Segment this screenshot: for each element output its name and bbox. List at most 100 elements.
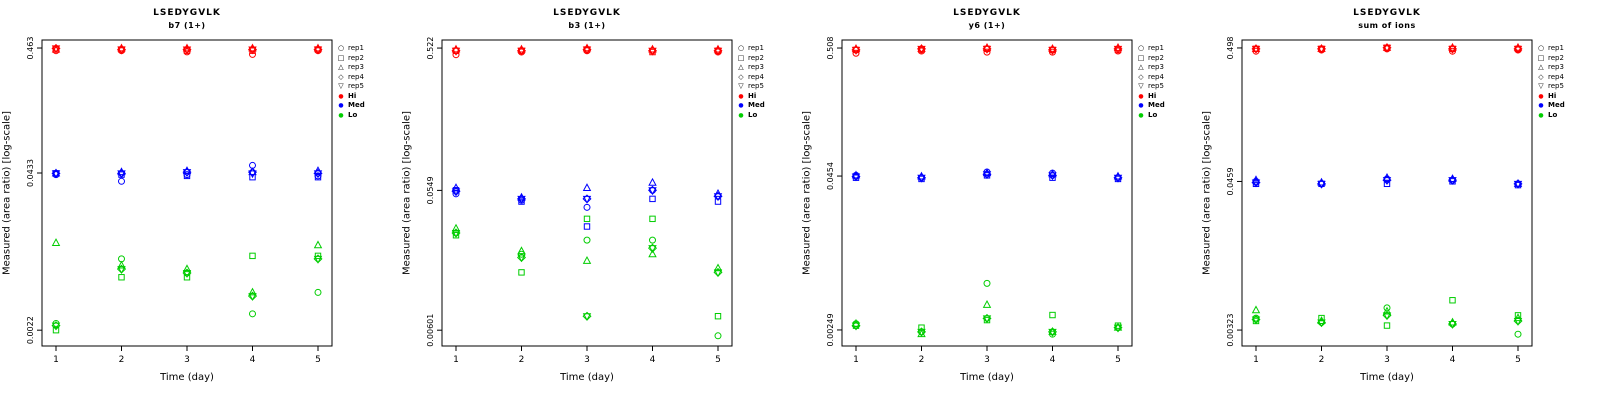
plot-box	[441, 39, 733, 347]
legend-label: rep1	[1548, 44, 1564, 52]
legend-item-med: ● Med	[736, 101, 798, 111]
legend-label: Lo	[1148, 110, 1158, 119]
x-tick-label: 4	[250, 355, 256, 365]
x-tick-label: 5	[715, 355, 721, 365]
chart-panel-sum: 0.498 0.0459 0.00323 1 2 3 4 5 LSEDYGVLK sum of…	[1200, 0, 1600, 400]
data-point	[713, 263, 723, 272]
data-point	[51, 168, 61, 177]
legend-item-rep5: ▽ rep5	[1536, 82, 1598, 92]
data-point	[183, 274, 191, 281]
data-point	[582, 46, 592, 55]
data-point	[713, 47, 723, 56]
x-axis-label: Time (day)	[160, 372, 214, 383]
chart-panel-b7: 0.463 0.0433 0.0022 1 2 3 4 5 LSEDYGVLK b7 (1+)…	[0, 0, 400, 400]
legend-label: Med	[748, 101, 765, 109]
data-point	[582, 183, 592, 192]
data-point	[1049, 174, 1056, 181]
legend-item-rep5: ▽ rep5	[336, 82, 398, 92]
dot-icon: ●	[1538, 111, 1544, 119]
x-tick-label: 2	[519, 355, 525, 365]
data-point	[452, 232, 460, 239]
data-point	[313, 255, 323, 264]
data-point	[182, 169, 192, 178]
dot-icon: ●	[1138, 92, 1144, 100]
data-point	[714, 332, 722, 340]
legend-item-lo: ● Lo	[336, 111, 398, 121]
data-point	[649, 195, 656, 203]
triangle-down-icon: ▽	[738, 82, 744, 90]
data-point	[648, 245, 657, 254]
data-point	[314, 173, 322, 181]
y-tick-label: 0.0022	[26, 316, 35, 344]
legend-item-rep2: □ rep2	[336, 54, 398, 64]
data-point	[1113, 324, 1123, 333]
data-point	[583, 236, 591, 244]
y-axis-label: Measured (area ratio) [log-scale]	[1201, 111, 1213, 275]
legend-label: rep1	[748, 44, 764, 52]
y-tick-label: 0.522	[426, 37, 435, 60]
legend: ○ rep1 □ rep2 △ rep3 ◇ rep4 ▽ rep5 ● Hi ● Med ● Lo	[336, 44, 398, 120]
legend-label: rep5	[1548, 82, 1564, 90]
data-point	[248, 46, 257, 55]
legend-item-rep2: □ rep2	[1536, 54, 1598, 64]
dot-icon: ●	[1538, 92, 1544, 100]
data-point	[249, 50, 256, 58]
x-tick-label: 2	[919, 355, 925, 365]
data-point	[1382, 306, 1392, 315]
plot-area: 0.522 0.0549 0.00601 1 2 3 4 5	[426, 37, 733, 365]
triangle-down-icon: ▽	[338, 82, 344, 90]
data-point	[648, 249, 657, 258]
legend-label: rep3	[748, 63, 764, 71]
legend-item-hi: ● Hi	[1536, 92, 1598, 102]
data-point	[1113, 174, 1123, 183]
x-tick-label: 2	[1319, 355, 1325, 365]
data-point	[1317, 44, 1326, 52]
data-point	[51, 322, 61, 331]
data-point	[582, 256, 592, 264]
data-point	[51, 45, 61, 54]
y-tick-label: 0.0454	[826, 162, 835, 190]
diamond-icon: ◇	[338, 72, 344, 81]
legend-label: rep4	[748, 72, 764, 81]
data-point	[1383, 180, 1391, 188]
data-point	[182, 46, 192, 55]
data-point	[1514, 330, 1522, 338]
data-point	[714, 198, 722, 205]
circle-icon: ○	[337, 44, 345, 52]
legend-label: rep2	[1548, 53, 1564, 62]
legend-label: rep2	[1148, 53, 1164, 62]
data-point	[517, 254, 526, 263]
data-point	[1251, 305, 1261, 314]
x-axis-label: Time (day)	[1360, 372, 1414, 383]
y-axis-label: Measured (area ratio) [log-scale]	[401, 111, 413, 275]
x-tick-label: 3	[1384, 355, 1390, 365]
legend-label: rep4	[348, 72, 364, 81]
data-point	[118, 274, 125, 281]
data-point	[313, 166, 323, 174]
data-point	[248, 170, 257, 179]
data-point	[1513, 313, 1523, 322]
chart-subtitle: b7 (1+)	[168, 21, 206, 30]
legend-item-rep4: ◇ rep4	[336, 73, 398, 83]
y-tick-label: 0.508	[826, 37, 835, 60]
legend-item-rep1: ○ rep1	[336, 44, 398, 54]
data-point	[117, 170, 126, 179]
data-point	[648, 47, 657, 56]
dot-icon: ●	[738, 92, 744, 100]
data-point	[1048, 328, 1057, 337]
x-tick-label: 1	[1253, 355, 1259, 365]
chart-subtitle: sum of ions	[1358, 21, 1416, 30]
data-point	[649, 236, 656, 244]
x-axis-label: Time (day)	[960, 372, 1014, 383]
data-point	[1513, 178, 1523, 187]
data-point	[1317, 180, 1326, 189]
legend-item-lo: ● Lo	[1136, 111, 1198, 121]
legend-item-rep3: △ rep3	[336, 63, 398, 73]
circle-icon: ○	[1137, 44, 1145, 52]
data-point	[982, 45, 992, 54]
data-point	[1382, 312, 1392, 321]
plot-box	[1241, 39, 1533, 347]
data-point	[982, 299, 992, 308]
data-point	[249, 252, 256, 260]
